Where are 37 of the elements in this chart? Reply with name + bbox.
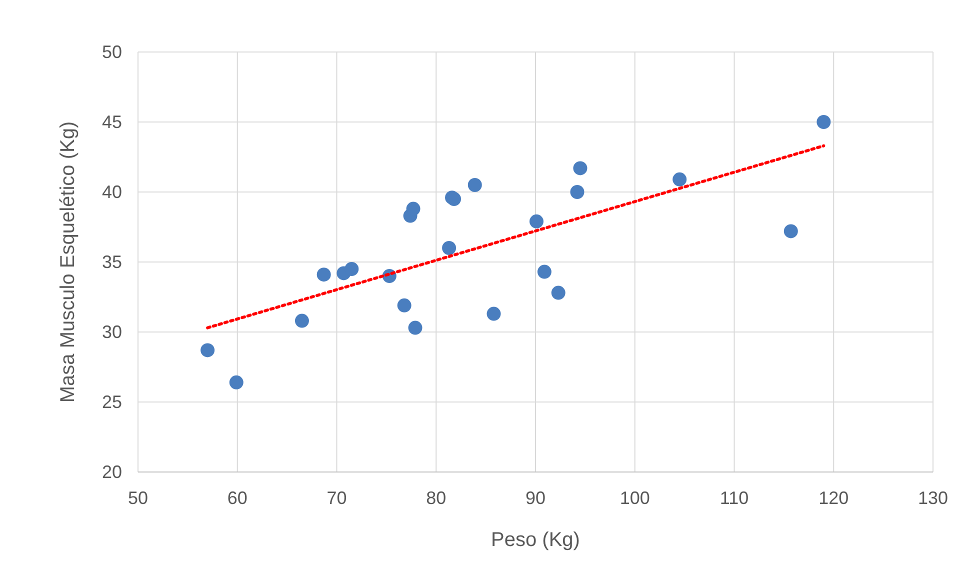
x-tick-label: 90 [525,488,546,508]
point [784,224,798,238]
point [406,202,420,216]
y-tick-label: 20 [102,462,122,482]
x-tick-label: 70 [326,488,347,508]
x-tick-label: 120 [818,488,849,508]
point [397,298,412,312]
point [344,262,359,276]
y-tick-label: 45 [102,112,122,132]
point [294,314,309,328]
x-tick-label: 100 [620,488,650,508]
x-axis-title: Peso (Kg) [491,529,580,551]
point [468,178,482,192]
point [408,320,422,335]
y-tick-label: 50 [102,42,122,62]
x-tick-label: 50 [128,488,148,508]
point [537,264,552,279]
y-tick-label: 40 [102,182,122,202]
point [573,161,588,176]
x-tick-label: 60 [227,488,248,508]
point [229,375,244,390]
point [486,306,501,321]
x-tick-label: 110 [720,488,749,508]
y-tick-label: 30 [102,322,122,342]
y-tick-label: 25 [102,392,122,412]
point [672,172,687,186]
x-tick-label: 80 [426,488,446,508]
point [551,286,566,300]
y-axis-title: Masa Musculo Esquelético (Kg) [57,121,79,403]
point [570,185,584,199]
point [529,214,544,228]
x-tick-label: 130 [918,488,948,508]
point [442,241,456,255]
point [816,115,831,129]
y-tick-label: 35 [102,252,122,272]
point [316,268,331,282]
point [200,343,215,358]
